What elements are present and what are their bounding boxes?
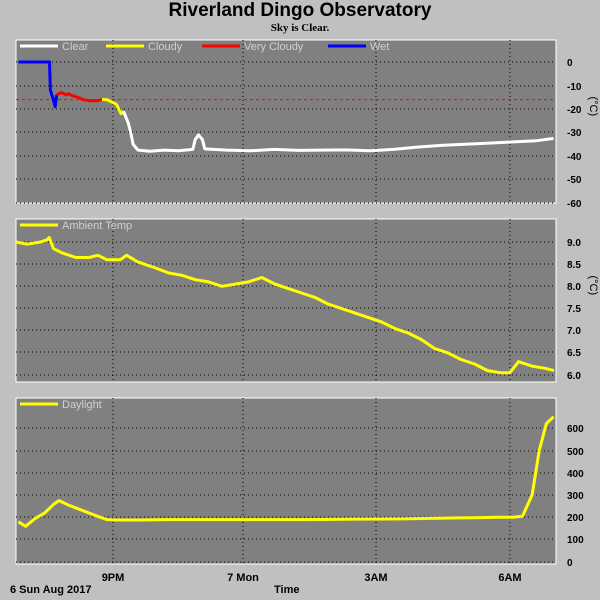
legend-label: Wet — [370, 41, 389, 53]
chart-subtitle: Sky is Clear. — [270, 22, 330, 34]
series-line-clear — [122, 110, 554, 153]
y-tick-label: -50 — [567, 175, 582, 186]
date-label: 6 Sun Aug 2017 — [10, 584, 92, 596]
y-tick-label: 8.0 — [567, 282, 581, 293]
x-tick-label: 9PM — [102, 572, 125, 584]
y-tick-label: -30 — [567, 128, 582, 139]
y-tick-label: 100 — [567, 535, 584, 546]
y-tick-label: 0 — [567, 558, 573, 569]
y-tick-label: 600 — [567, 424, 584, 435]
panel-3: 600 500 400 300 200 100 0 Daylight — [15, 397, 584, 569]
series-line-cloudy — [102, 98, 125, 116]
legend-label: Daylight — [62, 399, 102, 411]
legend-label: Clear — [62, 41, 89, 53]
y-tick-label: 400 — [567, 469, 584, 480]
y-tick-label: -40 — [567, 152, 582, 163]
y-tick-label: 7.5 — [567, 304, 581, 315]
chart-title: Riverland Dingo Observatory — [168, 0, 432, 21]
y-tick-label: -10 — [567, 82, 582, 93]
y-axis-label: (°C) — [587, 97, 599, 117]
y-tick-label: 6.5 — [567, 348, 581, 359]
y-tick-label: 9.0 — [567, 238, 581, 249]
y-tick-label: 300 — [567, 491, 584, 502]
series-line-very-cloudy — [55, 91, 103, 103]
y-tick-label: 7.0 — [567, 326, 581, 337]
y-tick-label: 6.0 — [567, 371, 581, 382]
legend-label: Cloudy — [148, 41, 183, 53]
y-tick-label: 0 — [567, 58, 573, 69]
y-tick-label: 500 — [567, 447, 584, 458]
y-axis-label: (°C) — [587, 276, 599, 296]
series-line-wet — [18, 60, 59, 109]
panel-1: 0 -10 -20 -30 -40 -50 -60 (°C) Clear Cloudy Very C… — [15, 39, 599, 210]
series-line-ambient-temp — [15, 236, 555, 375]
y-tick-label: 200 — [567, 513, 584, 524]
legend-label: Very Cloudy — [244, 41, 304, 53]
series-line-daylight — [17, 415, 555, 528]
plot-area — [15, 397, 557, 565]
x-tick-label: 3AM — [364, 572, 387, 584]
y-tick-label: -60 — [567, 199, 582, 210]
y-tick-label: 8.5 — [567, 260, 581, 271]
time-axis-label: Time — [274, 584, 300, 596]
plot-area — [15, 39, 557, 204]
plot-area — [15, 218, 557, 383]
panel-2: 9.0 8.5 8.0 7.5 7.0 6.5 6.0 (°C) Ambient Temp — [15, 218, 599, 383]
x-tick-label: 6AM — [498, 572, 521, 584]
y-tick-label: -20 — [567, 105, 582, 116]
x-tick-label: 7 Mon — [227, 572, 259, 584]
legend-label: Ambient Temp — [62, 220, 132, 232]
